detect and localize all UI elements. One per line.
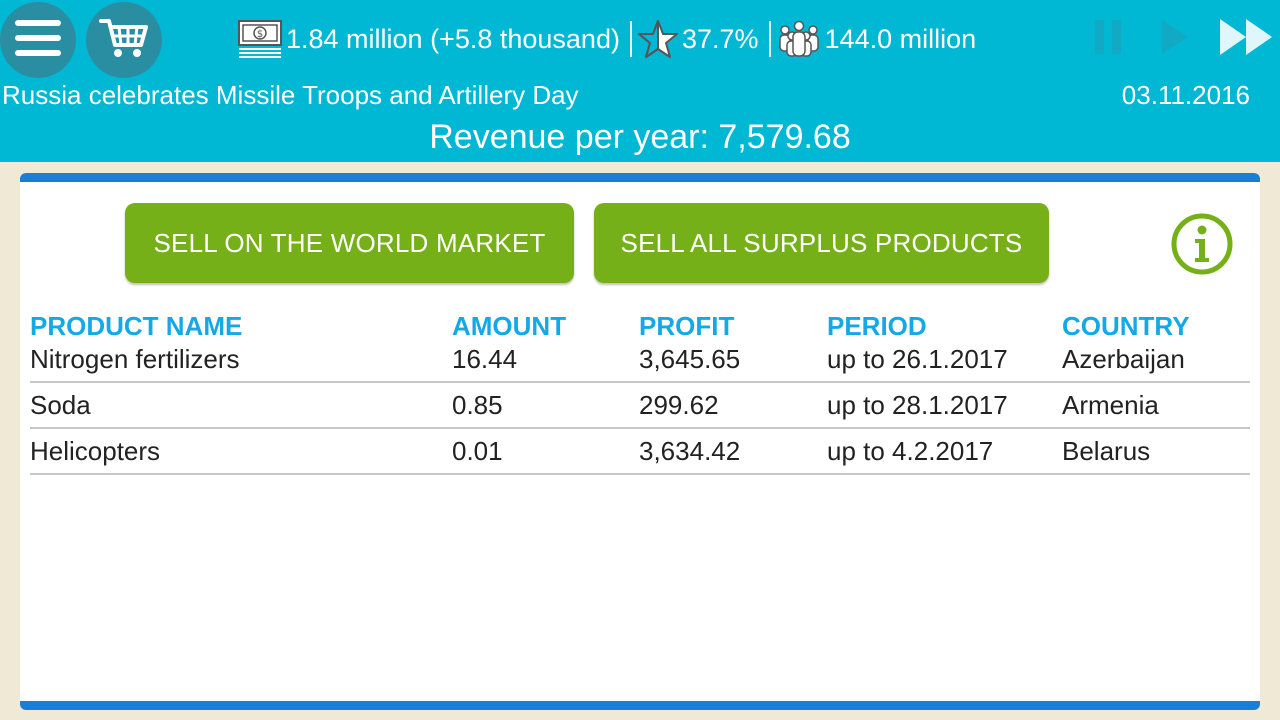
info-icon (1170, 213, 1234, 280)
cell-period: up to 28.1.2017 (827, 382, 1062, 429)
play-button[interactable] (1156, 16, 1192, 62)
star-icon (637, 19, 678, 59)
svg-text:$: $ (257, 29, 263, 40)
money-stat[interactable]: $ 1.84 million (+5.8 thousand) (238, 14, 620, 64)
stat-divider (629, 21, 632, 57)
cell-profit: 299.62 (639, 382, 827, 429)
play-icon (1160, 19, 1188, 59)
cell-product-name: Helicopters (30, 428, 452, 475)
cell-period: up to 26.1.2017 (827, 342, 1062, 383)
cell-profit: 3,645.65 (639, 342, 827, 383)
cell-amount: 0.01 (452, 428, 639, 475)
table-row[interactable]: Nitrogen fertilizers 16.44 3,645.65 up t… (30, 342, 1250, 383)
cell-country: Azerbaijan (1062, 342, 1250, 383)
info-button[interactable] (1170, 212, 1234, 276)
cell-amount: 16.44 (452, 342, 639, 383)
fast-forward-icon (1220, 18, 1272, 60)
menu-icon (15, 18, 61, 63)
time-controls (1090, 16, 1274, 62)
table-row[interactable]: Helicopters 0.01 3,634.42 up to 4.2.2017… (30, 428, 1250, 475)
products-table: PRODUCT NAME AMOUNT PROFIT PERIOD COUNTR… (30, 302, 1250, 475)
cell-country: Belarus (1062, 428, 1250, 475)
cell-profit: 3,634.42 (639, 428, 827, 475)
table-row[interactable]: Soda 0.85 299.62 up to 28.1.2017 Armenia (30, 382, 1250, 429)
pause-icon (1093, 19, 1123, 59)
banknote-icon: $ (238, 19, 282, 59)
cell-product-name: Soda (30, 382, 452, 429)
rating-stat[interactable]: 37.7% (637, 14, 759, 64)
cart-icon (99, 17, 149, 64)
rating-value: 37.7% (681, 23, 759, 54)
header-profit[interactable]: PROFIT (639, 311, 735, 341)
header-product-name[interactable]: PRODUCT NAME (30, 311, 243, 341)
table-header-row: PRODUCT NAME AMOUNT PROFIT PERIOD COUNTR… (30, 302, 1250, 342)
game-date: 03.11.2016 (1121, 80, 1250, 110)
cell-country: Armenia (1062, 382, 1250, 429)
header-period[interactable]: PERIOD (827, 311, 927, 341)
population-value: 144.0 million (824, 23, 977, 54)
shop-button[interactable] (86, 2, 162, 78)
trade-panel: SELL ON THE WORLD MARKET SELL ALL SURPLU… (20, 173, 1260, 710)
header-amount[interactable]: AMOUNT (452, 311, 567, 341)
cell-amount: 0.85 (452, 382, 639, 429)
header-country[interactable]: COUNTRY (1062, 311, 1190, 341)
top-bar: $ 1.84 million (+5.8 thousand) 37.7% (0, 0, 1280, 162)
fast-forward-button[interactable] (1218, 16, 1274, 62)
sell-world-market-button[interactable]: SELL ON THE WORLD MARKET (125, 203, 574, 283)
revenue-per-year: Revenue per year: 7,579.68 (429, 118, 851, 156)
people-icon (777, 20, 821, 58)
money-value: 1.84 million (+5.8 thousand) (286, 23, 620, 54)
stats-bar: $ 1.84 million (+5.8 thousand) 37.7% (238, 14, 976, 64)
stat-divider (768, 21, 771, 57)
population-stat[interactable]: 144.0 million (777, 14, 977, 64)
pause-button[interactable] (1090, 16, 1126, 62)
cell-product-name: Nitrogen fertilizers (30, 342, 452, 383)
sell-surplus-button[interactable]: SELL ALL SURPLUS PRODUCTS (594, 203, 1049, 283)
cell-period: up to 4.2.2017 (827, 428, 1062, 475)
menu-button[interactable] (0, 2, 76, 78)
news-ticker: Russia celebrates Missile Troops and Art… (2, 80, 579, 110)
